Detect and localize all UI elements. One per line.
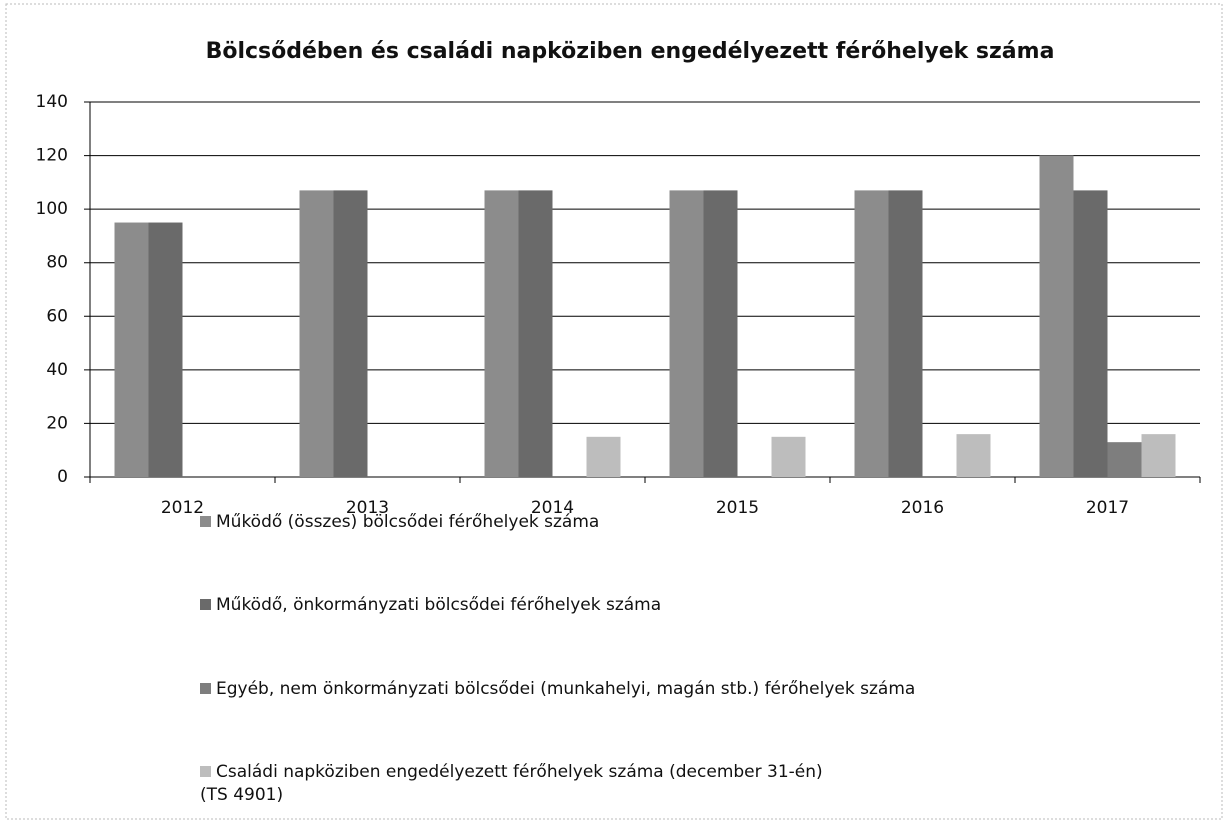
- y-tick-label: 100: [36, 199, 68, 219]
- x-tick-label: 2012: [161, 498, 204, 518]
- bar: [333, 190, 368, 477]
- y-tick-label: 140: [36, 92, 68, 112]
- bar: [1039, 155, 1074, 478]
- bar: [771, 436, 806, 477]
- bar: [148, 222, 183, 477]
- x-tick-label: 2016: [901, 498, 944, 518]
- x-tick-label: 2015: [716, 498, 759, 518]
- legend-swatch: [200, 766, 211, 777]
- legend-entry: Működő (összes) bölcsődei férőhelyek szá…: [200, 511, 599, 534]
- legend-label: Működő, önkormányzati bölcsődei férőhely…: [216, 595, 662, 615]
- x-tick-label: 2017: [1086, 498, 1129, 518]
- y-tick-label: 60: [46, 306, 68, 326]
- x-tick-label: 2014: [531, 498, 574, 518]
- bar: [484, 190, 519, 477]
- bar: [1141, 434, 1176, 477]
- bar: [1107, 442, 1142, 477]
- bar: [669, 190, 704, 477]
- legend-entry: Egyéb, nem önkormányzati bölcsődei (munk…: [200, 678, 915, 701]
- chart-title: Bölcsődében és családi napköziben engedé…: [206, 39, 1055, 64]
- legend-label: Működő (összes) bölcsődei férőhelyek szá…: [216, 512, 600, 532]
- legend-entry: Működő, önkormányzati bölcsődei férőhely…: [200, 594, 661, 617]
- bar: [114, 222, 149, 477]
- y-tick-label: 20: [46, 413, 68, 433]
- y-tick-label: 120: [36, 146, 68, 166]
- bar: [1073, 190, 1108, 477]
- legend-swatch: [200, 516, 211, 527]
- y-tick-label: 80: [46, 253, 68, 273]
- legend-entry: Családi napköziben engedélyezett férőhel…: [200, 761, 823, 807]
- chart-border: [5, 3, 1223, 820]
- bar: [956, 434, 991, 477]
- bar: [586, 436, 621, 477]
- legend-label: Családi napköziben engedélyezett férőhel…: [200, 762, 823, 805]
- legend-swatch: [200, 599, 211, 610]
- bar: [703, 190, 738, 477]
- x-tick-label: 2013: [346, 498, 389, 518]
- y-tick-label: 40: [46, 360, 68, 380]
- bar: [854, 190, 889, 477]
- legend-label: Egyéb, nem önkormányzati bölcsődei (munk…: [216, 679, 916, 699]
- y-tick-label: 0: [57, 467, 68, 487]
- bar: [518, 190, 553, 477]
- legend-swatch: [200, 683, 211, 694]
- bar: [888, 190, 923, 477]
- bar: [299, 190, 334, 477]
